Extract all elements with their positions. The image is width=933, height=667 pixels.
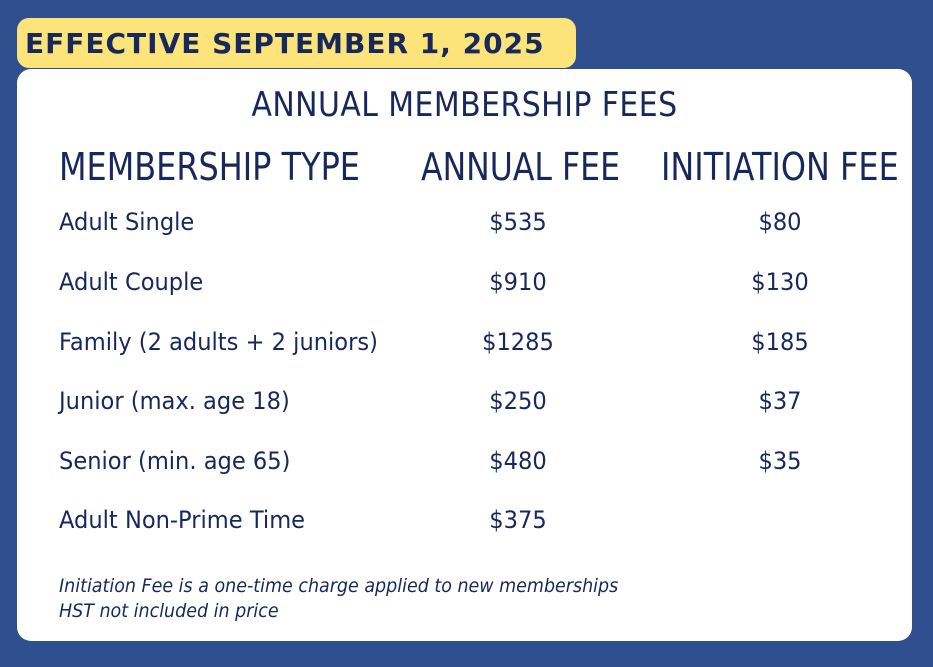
- table-row: Family (2 adults + 2 juniors) $1285 $185: [0, 328, 933, 368]
- effective-date-banner: EFFECTIVE SEPTEMBER 1, 2025: [17, 18, 576, 68]
- membership-type-cell: Junior (max. age 18): [59, 387, 290, 415]
- column-header-membership-type: MEMBERSHIP TYPE: [59, 145, 360, 189]
- table-row: Adult Non-Prime Time $375: [0, 506, 933, 546]
- footnotes: Initiation Fee is a one-time charge appl…: [59, 574, 618, 624]
- membership-type-cell: Senior (min. age 65): [59, 447, 291, 475]
- initiation-fee-cell: $185: [751, 328, 809, 356]
- page-title: ANNUAL MEMBERSHIP FEES: [251, 85, 678, 125]
- table-row: Adult Single $535 $80: [0, 208, 933, 248]
- initiation-fee-cell: $130: [751, 268, 809, 296]
- annual-fee-cell: $535: [489, 208, 547, 236]
- table-row: Junior (max. age 18) $250 $37: [0, 387, 933, 427]
- annual-fee-cell: $910: [489, 268, 547, 296]
- table-row: Senior (min. age 65) $480 $35: [0, 447, 933, 487]
- footnote-initiation: Initiation Fee is a one-time charge appl…: [59, 575, 619, 597]
- membership-type-cell: Family (2 adults + 2 juniors): [59, 328, 378, 356]
- table-row: Adult Couple $910 $130: [0, 268, 933, 308]
- annual-fee-cell: $250: [489, 387, 547, 415]
- fee-card: [17, 69, 912, 641]
- initiation-fee-cell: $35: [758, 447, 802, 475]
- footnote-hst: HST not included in price: [59, 600, 279, 622]
- annual-fee-cell: $1285: [482, 328, 554, 356]
- membership-type-cell: Adult Single: [59, 208, 195, 236]
- annual-fee-cell: $375: [489, 506, 547, 534]
- column-header-annual-fee: ANNUAL FEE: [421, 145, 621, 189]
- column-header-initiation-fee: INITIATION FEE: [661, 145, 899, 189]
- initiation-fee-cell: $37: [758, 387, 802, 415]
- membership-type-cell: Adult Couple: [59, 268, 204, 296]
- membership-type-cell: Adult Non-Prime Time: [59, 506, 306, 534]
- initiation-fee-cell: $80: [758, 208, 802, 236]
- annual-fee-cell: $480: [489, 447, 547, 475]
